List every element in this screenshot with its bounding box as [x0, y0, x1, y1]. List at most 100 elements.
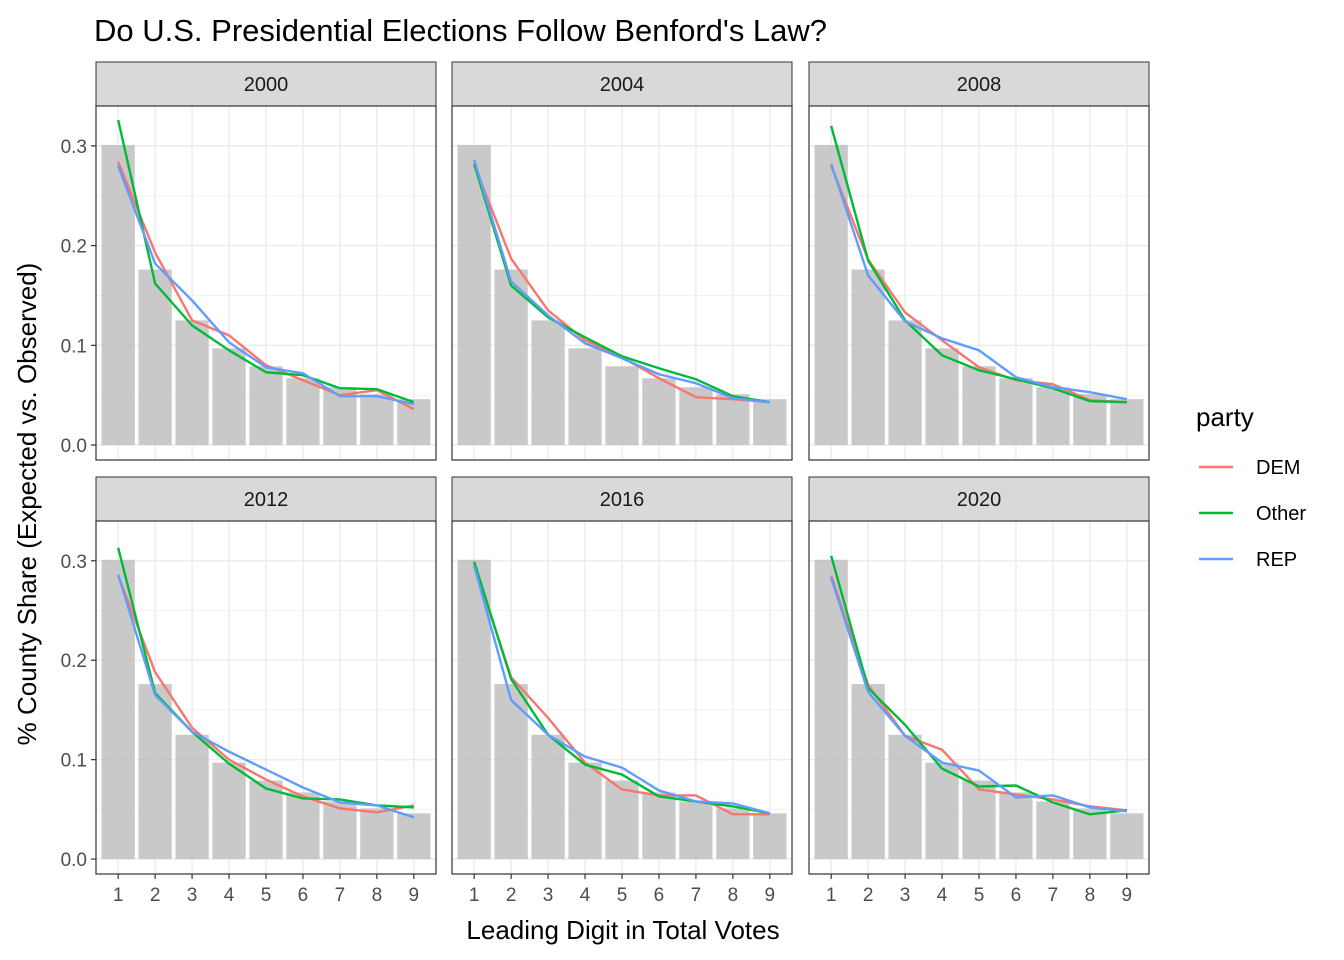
expected-bar-digit-5 [962, 366, 996, 446]
legend: party DEM Other REP [1196, 402, 1306, 571]
expected-bar-digit-8 [1073, 808, 1107, 860]
x-tick-label: 6 [654, 885, 665, 906]
y-tick-label: 0.2 [61, 651, 87, 672]
series-line-other [473, 561, 771, 815]
facet-panels: 2000 0.0 0.1 0.2 0.3 2004 2008 2012 0.0 0.1 0.2 0.3… [61, 61, 1150, 906]
legend-item-dem: DEM [1199, 457, 1300, 479]
expected-bar-digit-2 [494, 684, 528, 860]
legend-item-rep: REP [1199, 549, 1297, 571]
x-tick-label: 4 [224, 885, 235, 906]
y-axis-title: % County Share (Expected vs. Observed) [12, 263, 42, 746]
series-line-rep [830, 577, 1127, 813]
series-line-rep [117, 574, 415, 819]
facet-strip-label: 2004 [600, 74, 645, 96]
expected-bar-digit-1 [457, 144, 491, 446]
expected-bar-digit-8 [360, 394, 394, 446]
legend-title: party [1196, 402, 1254, 432]
series-line-dem [117, 575, 415, 814]
x-tick-label: 3 [543, 885, 554, 906]
expected-bar-digit-8 [360, 808, 394, 860]
expected-bar-digit-3 [175, 734, 209, 860]
x-axis-title: Leading Digit in Total Votes [466, 915, 779, 945]
series-line-other [830, 125, 1127, 404]
facet-strip [451, 476, 793, 522]
facet-strip [95, 61, 437, 107]
expected-bar-digit-9 [1110, 813, 1144, 860]
expected-bar-digit-2 [138, 269, 172, 446]
expected-bar-digit-1 [814, 559, 848, 860]
series-line-dem [473, 564, 770, 816]
x-tick-label: 1 [113, 885, 124, 906]
series-line-rep [117, 165, 415, 406]
expected-bar-digit-6 [642, 792, 676, 860]
expected-bar-digit-5 [249, 780, 283, 860]
facet-strip-label: 2020 [957, 489, 1002, 511]
expected-bar-digit-9 [397, 813, 431, 860]
facet-strip [808, 61, 1150, 107]
series-line-other [116, 119, 415, 404]
expected-bar-digit-5 [962, 780, 996, 860]
x-tick-label: 7 [691, 885, 702, 906]
expected-bar-digit-6 [286, 792, 320, 860]
expected-bar-digit-7 [1036, 387, 1070, 446]
expected-bar-digit-6 [999, 378, 1033, 446]
x-tick-label: 8 [372, 885, 383, 906]
panel-border [808, 105, 1150, 461]
series-line-other [473, 163, 771, 404]
x-tick-label: 8 [728, 885, 739, 906]
expected-bar-digit-5 [605, 366, 639, 446]
facet-panel-2004: 2004 [451, 61, 793, 461]
expected-bar-digit-7 [323, 801, 357, 860]
x-tick-label: 2 [150, 885, 161, 906]
legend-label-dem: DEM [1256, 457, 1300, 479]
expected-bar-digit-2 [851, 269, 885, 446]
expected-bar-digit-2 [851, 684, 885, 860]
x-tick-label: 7 [335, 885, 346, 906]
x-tick-label: 4 [937, 885, 948, 906]
expected-bar-digit-9 [397, 399, 431, 446]
y-tick-label: 0.3 [61, 552, 87, 573]
x-tick-label: 3 [187, 885, 198, 906]
facet-strip-label: 2016 [600, 489, 645, 511]
expected-bar-digit-6 [999, 792, 1033, 860]
facet-panel-2016: 2016 1 2 3 4 5 6 7 8 9 [451, 476, 793, 906]
legend-label-rep: REP [1256, 549, 1297, 571]
expected-bar-digit-6 [642, 378, 676, 446]
x-tick-label: 3 [900, 885, 911, 906]
expected-bar-digit-2 [138, 684, 172, 860]
expected-bar-digit-6 [286, 378, 320, 446]
expected-bar-digit-3 [888, 734, 922, 860]
expected-bar-digit-4 [568, 348, 602, 446]
expected-bar-digit-4 [925, 348, 959, 446]
series-line-rep [830, 163, 1128, 401]
panel-border [95, 105, 437, 461]
facet-panel-2008: 2008 [808, 61, 1150, 461]
x-tick-label: 2 [506, 885, 517, 906]
expected-bar-digit-3 [175, 320, 209, 446]
expected-bar-digit-9 [1110, 399, 1144, 446]
expected-bar-digit-4 [212, 762, 246, 860]
expected-bar-digit-4 [568, 762, 602, 860]
expected-bar-digit-1 [814, 144, 848, 446]
facet-panel-2012: 2012 0.0 0.1 0.2 0.3 1 2 3 4 5 6 7 8 9 [61, 476, 437, 906]
series-line-other [830, 555, 1127, 816]
facet-strip [95, 476, 437, 522]
facet-strip-label: 2008 [957, 74, 1002, 96]
x-tick-label: 5 [261, 885, 272, 906]
expected-bar-digit-5 [249, 366, 283, 446]
series-line-rep [473, 565, 771, 815]
legend-label-other: Other [1256, 503, 1306, 525]
expected-bar-digit-3 [888, 320, 922, 446]
y-tick-label: 0.0 [61, 436, 87, 457]
panel-border [451, 105, 793, 461]
expected-bar-digit-3 [531, 320, 565, 446]
expected-bar-digit-7 [1036, 801, 1070, 860]
expected-bar-digit-5 [605, 780, 639, 860]
legend-item-other: Other [1199, 503, 1306, 525]
facet-strip-label: 2012 [244, 489, 289, 511]
y-tick-label: 0.1 [61, 751, 87, 772]
x-tick-label: 1 [826, 885, 837, 906]
x-tick-label: 8 [1085, 885, 1096, 906]
x-tick-label: 5 [617, 885, 628, 906]
